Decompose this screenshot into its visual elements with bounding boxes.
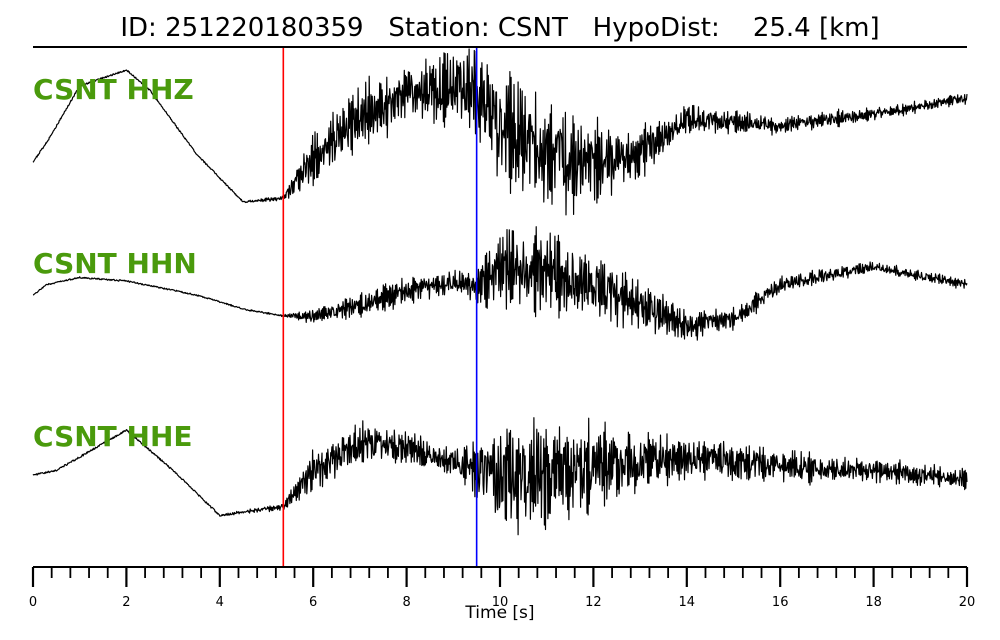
hypodist-unit: [km] — [818, 13, 880, 43]
x-tick-label: 2 — [122, 595, 130, 610]
channel-label-hhz: CSNT HHZ — [33, 73, 194, 106]
figure-title: ID: 251220180359 Station: CSNT HypoDist:… — [0, 8, 1000, 48]
station-label: Station: — [388, 13, 490, 43]
channel-label-hhe: CSNT HHE — [33, 420, 193, 453]
hypodist-value: 25.4 — [752, 13, 811, 43]
x-tick-label: 8 — [402, 595, 410, 610]
hypodist-label: HypoDist: — [592, 13, 720, 43]
time-axis: 0 2 4 6 8 10 12 14 16 18 20 — [29, 566, 976, 610]
waveform-traces — [32, 48, 968, 536]
id-label: ID: — [120, 13, 157, 43]
x-tick-label: 6 — [309, 595, 317, 610]
x-tick-label: 0 — [29, 595, 37, 610]
x-tick-label: 4 — [216, 595, 224, 610]
phase-picks — [282, 48, 478, 567]
waveform-csnt-hhn — [32, 226, 968, 341]
waveform-csnt-hhe — [32, 417, 968, 536]
waveform-csnt-hhz — [32, 48, 968, 216]
station-value: CSNT — [497, 13, 568, 43]
channel-label-hhn: CSNT HHN — [33, 247, 197, 280]
x-tick-label: 12 — [585, 595, 602, 610]
x-tick-label: 16 — [772, 595, 789, 610]
x-axis-label: Time [s] — [465, 603, 535, 623]
x-tick-label: 10 — [492, 595, 509, 610]
x-tick-label: 18 — [865, 595, 882, 610]
x-tick-label: 20 — [959, 595, 976, 610]
x-tick-label: 14 — [679, 595, 696, 610]
id-value: 251220180359 — [165, 13, 364, 43]
title-divider — [33, 46, 967, 48]
